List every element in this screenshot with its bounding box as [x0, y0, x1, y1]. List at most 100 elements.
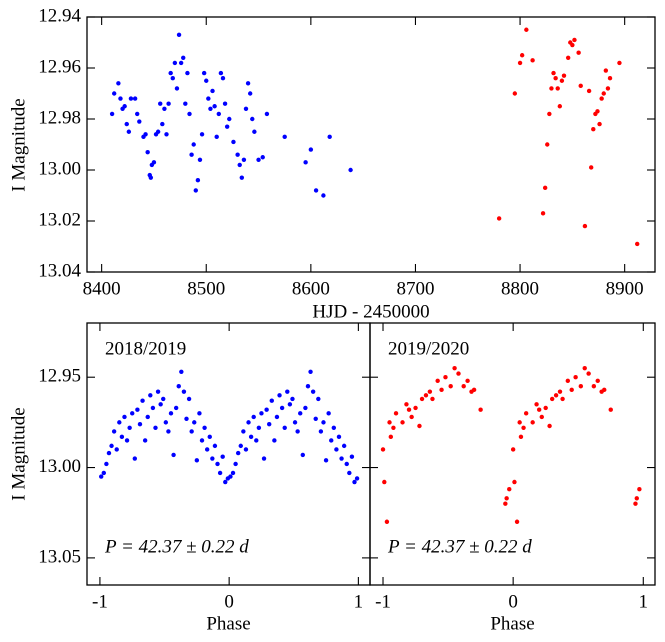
- data-point: [168, 70, 173, 76]
- data-point: [106, 450, 112, 456]
- data-point: [207, 434, 212, 440]
- data-point: [461, 384, 466, 389]
- data-point: [189, 152, 194, 157]
- data-point: [586, 371, 591, 376]
- data-point: [523, 411, 529, 416]
- data-point: [187, 111, 192, 117]
- data-point: [247, 91, 253, 96]
- data-point: [137, 421, 143, 427]
- x-tick-label: 8700: [396, 278, 434, 299]
- data-point: [223, 479, 228, 485]
- data-point: [160, 121, 165, 127]
- data-point: [122, 104, 127, 109]
- data-point: [595, 109, 600, 114]
- data-point: [534, 402, 539, 407]
- data-point: [478, 407, 483, 412]
- data-point: [204, 78, 209, 83]
- data-point: [245, 81, 251, 86]
- data-point: [239, 175, 245, 180]
- data-point: [118, 96, 123, 101]
- data-point: [295, 429, 300, 434]
- data-point: [114, 447, 119, 452]
- y-tick-label: 12.96: [38, 56, 81, 77]
- x-tick-label: 8500: [187, 278, 225, 299]
- data-point: [507, 487, 512, 492]
- data-point: [179, 369, 184, 374]
- data-point: [145, 414, 150, 420]
- data-point: [300, 452, 306, 458]
- data-point: [215, 461, 220, 467]
- data-point: [591, 384, 597, 389]
- data-point: [602, 387, 607, 393]
- data-point: [246, 420, 251, 425]
- data-point: [222, 101, 228, 106]
- data-point: [603, 68, 609, 73]
- data-point: [339, 456, 344, 461]
- data-point: [279, 405, 285, 411]
- data-point: [171, 452, 176, 458]
- data-point: [277, 393, 282, 398]
- data-point: [549, 396, 555, 402]
- data-point: [153, 425, 158, 430]
- data-point: [530, 420, 535, 425]
- data-point: [191, 142, 196, 147]
- data-point: [634, 496, 639, 501]
- data-point: [174, 86, 180, 91]
- data-point: [388, 434, 394, 440]
- data-point: [553, 76, 558, 81]
- data-point: [334, 447, 339, 452]
- data-point: [285, 389, 290, 394]
- annotation: 2019/2020: [388, 338, 469, 359]
- data-point: [298, 411, 303, 416]
- data-point: [126, 129, 132, 134]
- data-point: [256, 157, 261, 162]
- data-point: [347, 470, 352, 476]
- data-point: [404, 402, 409, 407]
- data-point: [189, 429, 194, 434]
- data-point: [313, 188, 319, 193]
- data-point: [292, 420, 298, 425]
- y-tick-label: 12.94: [38, 5, 81, 26]
- data-point: [151, 160, 157, 165]
- data-point: [569, 387, 574, 393]
- data-point: [406, 407, 412, 412]
- data-point: [536, 407, 542, 412]
- data-point: [170, 76, 175, 81]
- y-axis-label: I Magnitude: [8, 407, 29, 500]
- x-tick-label: 8600: [292, 278, 330, 299]
- data-point: [572, 37, 577, 43]
- data-point: [111, 91, 117, 96]
- data-point: [218, 70, 224, 76]
- annotation: 2018/2019: [105, 338, 186, 359]
- data-point: [132, 456, 138, 461]
- data-point: [582, 223, 588, 229]
- data-point: [586, 88, 592, 94]
- data-point: [140, 398, 145, 403]
- data-point: [599, 96, 604, 101]
- x-tick-label: -1: [375, 591, 391, 612]
- data-point: [201, 70, 207, 76]
- data-point: [252, 129, 257, 134]
- data-point: [109, 111, 115, 117]
- data-point: [633, 501, 638, 506]
- data-point: [212, 104, 217, 109]
- data-point: [521, 425, 526, 430]
- data-point: [243, 106, 249, 112]
- data-point: [135, 111, 140, 117]
- data-point: [423, 393, 429, 398]
- data-point: [148, 175, 154, 180]
- data-point: [158, 402, 163, 407]
- data-point: [456, 371, 461, 376]
- y-tick-label: 13.02: [38, 209, 81, 230]
- data-point: [413, 405, 418, 411]
- plot-frame: [86, 16, 656, 273]
- data-point: [238, 443, 243, 449]
- data-point: [256, 425, 262, 430]
- data-point: [199, 438, 205, 443]
- data-point: [119, 434, 125, 440]
- data-point: [202, 425, 207, 430]
- data-point: [391, 425, 396, 430]
- data-point: [204, 447, 210, 452]
- data-point: [512, 91, 518, 96]
- data-point: [161, 396, 166, 402]
